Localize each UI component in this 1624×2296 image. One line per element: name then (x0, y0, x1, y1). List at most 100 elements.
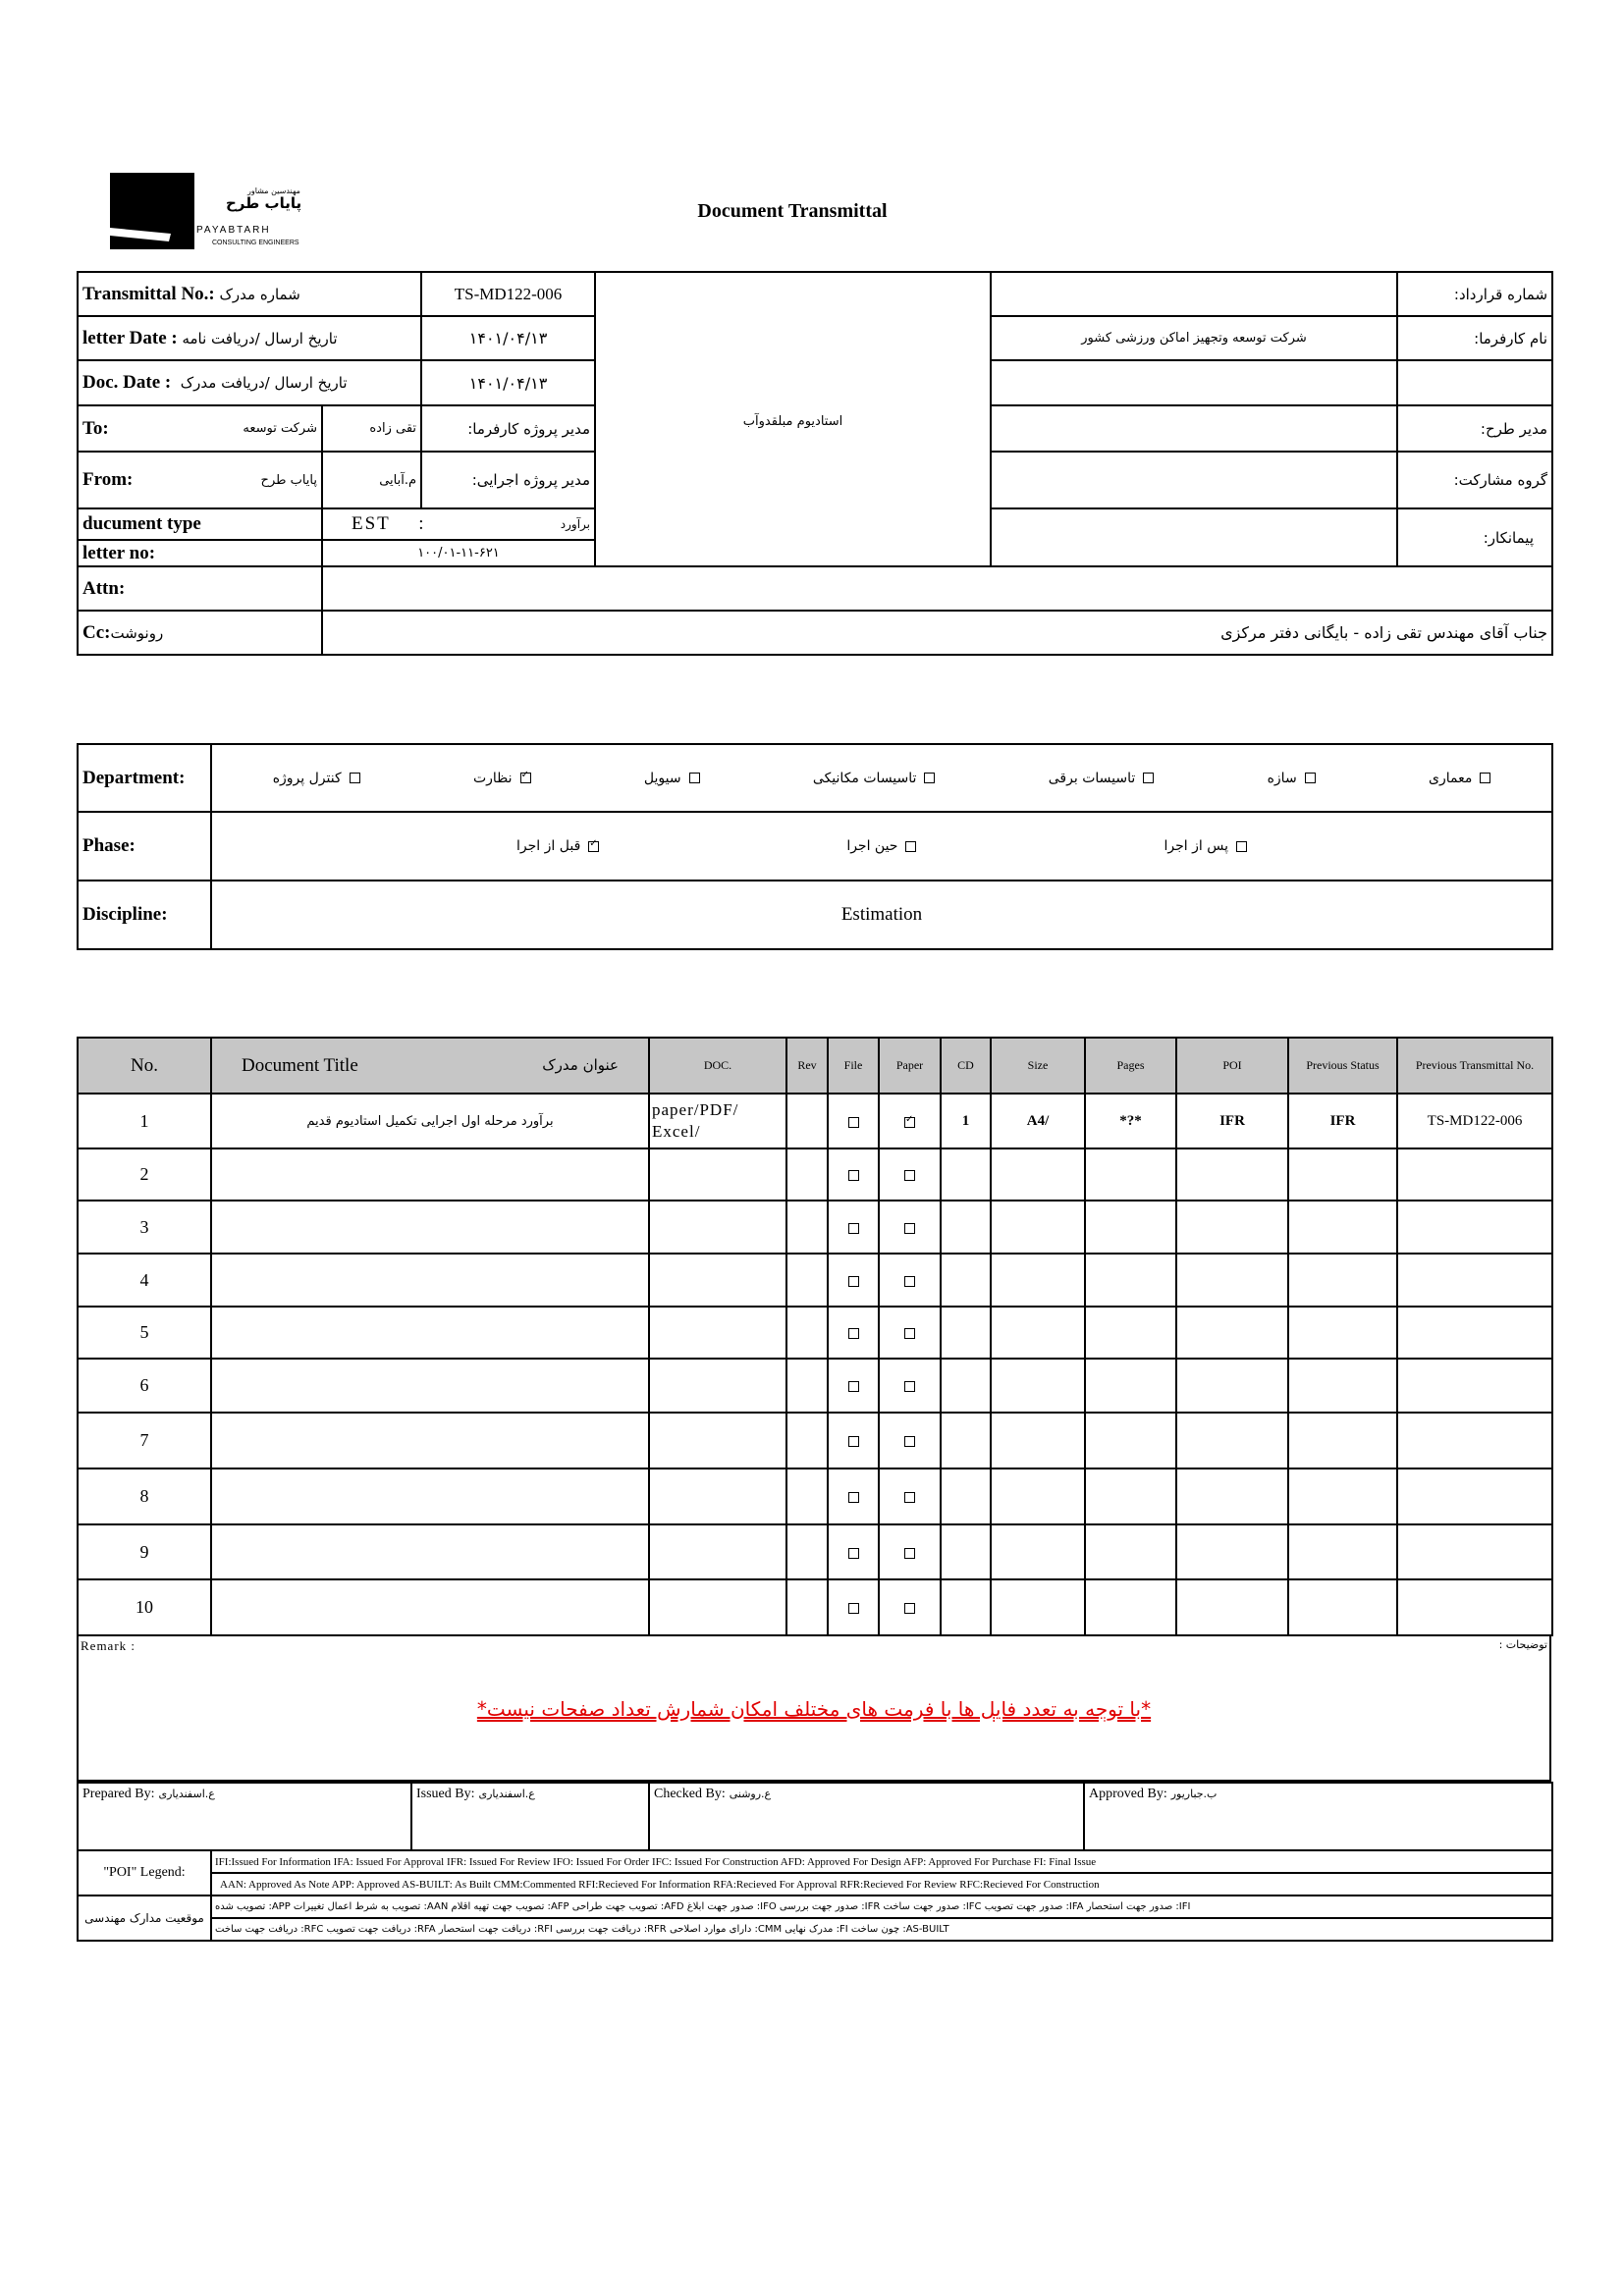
checkbox-icon[interactable] (847, 1116, 859, 1128)
checkbox-icon[interactable] (688, 773, 700, 783)
cell-prev-status (1287, 1200, 1398, 1255)
cell-cd (940, 1412, 992, 1469)
checkbox-icon[interactable] (847, 1603, 859, 1615)
cell-pages (1084, 1253, 1177, 1308)
phase-option[interactable]: قبل از اجرا (516, 838, 600, 854)
cell-rev (785, 1200, 829, 1255)
cell-poi (1175, 1412, 1289, 1469)
checkbox-icon[interactable] (904, 1222, 915, 1234)
checkbox-icon[interactable] (847, 1170, 859, 1182)
cell-pages (1084, 1468, 1177, 1525)
phase-option[interactable]: حین اجرا (846, 838, 917, 854)
checkbox-icon[interactable] (904, 1381, 915, 1393)
department-option[interactable]: کنترل پروژه (273, 771, 360, 786)
cell-title (210, 1306, 650, 1360)
company-logo: مهندسین مشاور پایاب طرح PAYABTARH CONSUL… (110, 173, 316, 251)
cell-paper (878, 1412, 942, 1469)
checkbox-icon[interactable] (847, 1275, 859, 1287)
cell-prev-status (1287, 1468, 1398, 1525)
cell-prev-transmittal (1396, 1306, 1553, 1360)
cell-cd (940, 1253, 992, 1308)
cell-doc (648, 1523, 787, 1580)
checkbox-icon[interactable] (847, 1222, 859, 1234)
checkbox-icon[interactable] (904, 1170, 915, 1182)
cell-pages (1084, 1200, 1177, 1255)
department-option[interactable]: تاسیسات برقی (1049, 771, 1155, 786)
signature-name: ع.اسفندیاری (158, 1788, 215, 1800)
checkbox-icon[interactable] (904, 1547, 915, 1559)
col-doc: DOC. (648, 1037, 787, 1095)
cell-paper (878, 1468, 942, 1525)
checkbox-icon[interactable] (519, 770, 531, 783)
from-person: م.آبایی (320, 451, 423, 509)
checkbox-icon[interactable] (349, 773, 360, 783)
cell-file (827, 1412, 880, 1469)
signatures-table: Prepared By: ع.اسفندیاری Issued By: ع.اسفند… (77, 1782, 1553, 1851)
department-option[interactable]: سازه (1268, 771, 1316, 786)
checkbox-icon[interactable] (847, 1547, 859, 1559)
cell-poi: IFR (1175, 1093, 1289, 1149)
cell-prev-transmittal (1396, 1578, 1553, 1636)
checkbox-icon[interactable] (1304, 773, 1316, 783)
cell-rev (785, 1148, 829, 1201)
logo-fa-name: پایاب طرح (226, 194, 302, 212)
cell-paper (878, 1523, 942, 1580)
to-person: تقی زاده (320, 404, 423, 453)
cell-title (210, 1412, 650, 1469)
cell-title: برآورد مرحله اول اجرایی تکمیل استادیوم ق… (210, 1093, 650, 1149)
department-option[interactable]: نظارت (473, 770, 531, 786)
letter-no-value: ۱۰۰/۰۱-۱۱-۶۲۱ (320, 539, 597, 567)
cell-prev-status (1287, 1412, 1398, 1469)
table-row: 2 (77, 1148, 1553, 1201)
employer-value: شرکت توسعه وتجهیز اماکن ورزشی کشور (990, 315, 1399, 361)
discipline-value: Estimation (210, 880, 1553, 950)
checkbox-icon[interactable] (1235, 840, 1247, 852)
poi-legend-label: "POI" Legend: (77, 1849, 212, 1896)
checkbox-icon[interactable] (904, 1436, 915, 1448)
checkbox-icon[interactable] (847, 1328, 859, 1340)
checkbox-icon[interactable] (904, 1603, 915, 1615)
cell-rev (785, 1306, 829, 1360)
cell-prev-transmittal (1396, 1523, 1553, 1580)
cell-file (827, 1578, 880, 1636)
checkbox-icon[interactable] (1143, 773, 1155, 783)
checkbox-icon[interactable] (588, 838, 600, 852)
blank-value (990, 359, 1399, 406)
department-option[interactable]: سیویل (644, 771, 700, 786)
remark-label: Remark : (81, 1638, 136, 1653)
checkbox-icon[interactable] (847, 1436, 859, 1448)
cell-no: 8 (77, 1468, 212, 1525)
cell-size (990, 1253, 1086, 1308)
checkbox-icon[interactable] (905, 840, 917, 852)
to-cell: To: شرکت توسعه (77, 404, 323, 453)
legend-row: AS-BUILT: چون ساخت FI: مدرک نهایی CMM: د… (210, 1917, 1553, 1942)
cell-paper (878, 1578, 942, 1636)
cell-pages (1084, 1412, 1177, 1469)
department-option[interactable]: معماری (1429, 771, 1491, 786)
department-option-label: کنترل پروژه (272, 770, 342, 786)
poi-legend-table: "POI" Legend: IFI:Issued For Information… (77, 1849, 1553, 1942)
cell-rev (785, 1578, 829, 1636)
checkbox-icon[interactable] (904, 1328, 915, 1340)
col-cd: CD (940, 1037, 992, 1095)
table-row: 1 برآورد مرحله اول اجرایی تکمیل استادیوم … (77, 1093, 1553, 1149)
cell-no: 1 (77, 1093, 212, 1149)
from-cell: From: پایاب طرح (77, 451, 323, 509)
doc-date-value: ۱۴۰۱/۰۴/۱۳ (420, 359, 597, 406)
logo-en-name: PAYABTARH (196, 225, 271, 236)
department-option[interactable]: تاسیسات مکانیکی (813, 771, 936, 786)
checkbox-icon[interactable] (904, 1275, 915, 1287)
signature-cell: Approved By: ب.جباریور (1083, 1782, 1553, 1851)
checkbox-icon[interactable] (904, 1492, 915, 1504)
doc-date-label: Doc. Date : تاریخ ارسال /دریافت مدرک (76, 359, 423, 406)
phase-option[interactable]: پس از اجرا (1164, 838, 1247, 854)
cell-file (827, 1093, 880, 1149)
checkbox-icon[interactable] (924, 773, 936, 783)
checkbox-icon[interactable] (904, 1114, 915, 1128)
checkbox-icon[interactable] (1480, 773, 1491, 783)
checkbox-icon[interactable] (847, 1492, 859, 1504)
checkbox-icon[interactable] (847, 1381, 859, 1393)
cell-poi (1175, 1578, 1289, 1636)
department-options: معماری سازه تاسیسات برقی تاسیسات مکانیکی سیو… (210, 743, 1553, 813)
col-pages: Pages (1084, 1037, 1177, 1095)
